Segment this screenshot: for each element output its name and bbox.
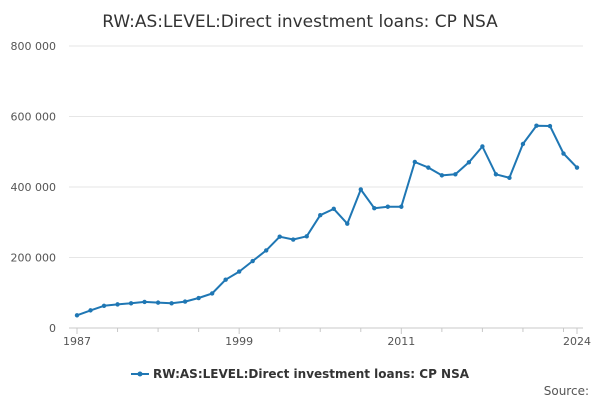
data-point[interactable]	[412, 159, 418, 165]
data-point[interactable]	[358, 187, 363, 192]
x-tick-label: 1987	[63, 335, 91, 348]
x-tick-label: 1999	[225, 335, 253, 348]
data-point[interactable]	[493, 172, 499, 177]
data-point[interactable]	[480, 144, 485, 149]
data-point[interactable]	[277, 234, 282, 239]
x-tick-label: 2024	[563, 335, 591, 348]
x-axis: 1987 1999 2011 2024	[63, 327, 591, 348]
data-point[interactable]	[101, 303, 107, 308]
data-point[interactable]	[182, 299, 188, 304]
source-label: Source:	[544, 384, 589, 398]
legend-label: RW:AS:LEVEL:Direct investment loans: CP …	[153, 367, 470, 381]
data-point[interactable]	[291, 237, 296, 242]
data-point[interactable]	[385, 204, 391, 209]
series-line	[76, 124, 578, 317]
data-point[interactable]	[88, 308, 93, 313]
data-point[interactable]	[155, 300, 161, 305]
data-point[interactable]	[453, 172, 458, 177]
data-point[interactable]	[534, 123, 539, 128]
data-point[interactable]	[520, 141, 526, 147]
data-point[interactable]	[196, 295, 201, 301]
y-axis-ticks: 0 200 000 400 000 600 000 800 000	[11, 40, 57, 335]
data-point[interactable]	[263, 248, 269, 253]
y-tick-label: 0	[49, 322, 56, 335]
y-tick-label: 400 000	[11, 181, 57, 194]
chart-title: RW:AS:LEVEL:Direct investment loans: CP …	[102, 12, 498, 32]
legend[interactable]: RW:AS:LEVEL:Direct investment loans: CP …	[130, 367, 470, 381]
data-point[interactable]	[169, 301, 174, 306]
y-tick-label: 800 000	[11, 40, 57, 53]
data-point[interactable]	[115, 302, 120, 307]
data-point[interactable]	[304, 234, 309, 239]
data-point[interactable]	[507, 175, 512, 181]
data-point[interactable]	[250, 258, 255, 264]
y-tick-label: 200 000	[11, 252, 57, 265]
data-point[interactable]	[561, 151, 566, 156]
data-point[interactable]	[142, 299, 147, 305]
data-point[interactable]	[318, 213, 323, 218]
plot-area	[74, 123, 580, 318]
data-point[interactable]	[466, 160, 472, 165]
data-point[interactable]	[439, 173, 445, 178]
data-point[interactable]	[209, 291, 215, 296]
data-point[interactable]	[331, 206, 336, 212]
data-point[interactable]	[426, 165, 431, 170]
data-point[interactable]	[74, 313, 80, 318]
x-tick-label: 2011	[387, 335, 415, 348]
data-point[interactable]	[399, 204, 404, 209]
data-point[interactable]	[547, 123, 553, 129]
y-tick-label: 600 000	[11, 111, 57, 124]
legend-swatch-marker	[137, 371, 143, 377]
data-point[interactable]	[372, 205, 377, 211]
data-point[interactable]	[574, 165, 580, 170]
gridlines	[69, 45, 583, 258]
data-point[interactable]	[223, 277, 228, 282]
data-point[interactable]	[236, 269, 242, 274]
data-point[interactable]	[345, 221, 350, 226]
data-point[interactable]	[128, 301, 134, 306]
